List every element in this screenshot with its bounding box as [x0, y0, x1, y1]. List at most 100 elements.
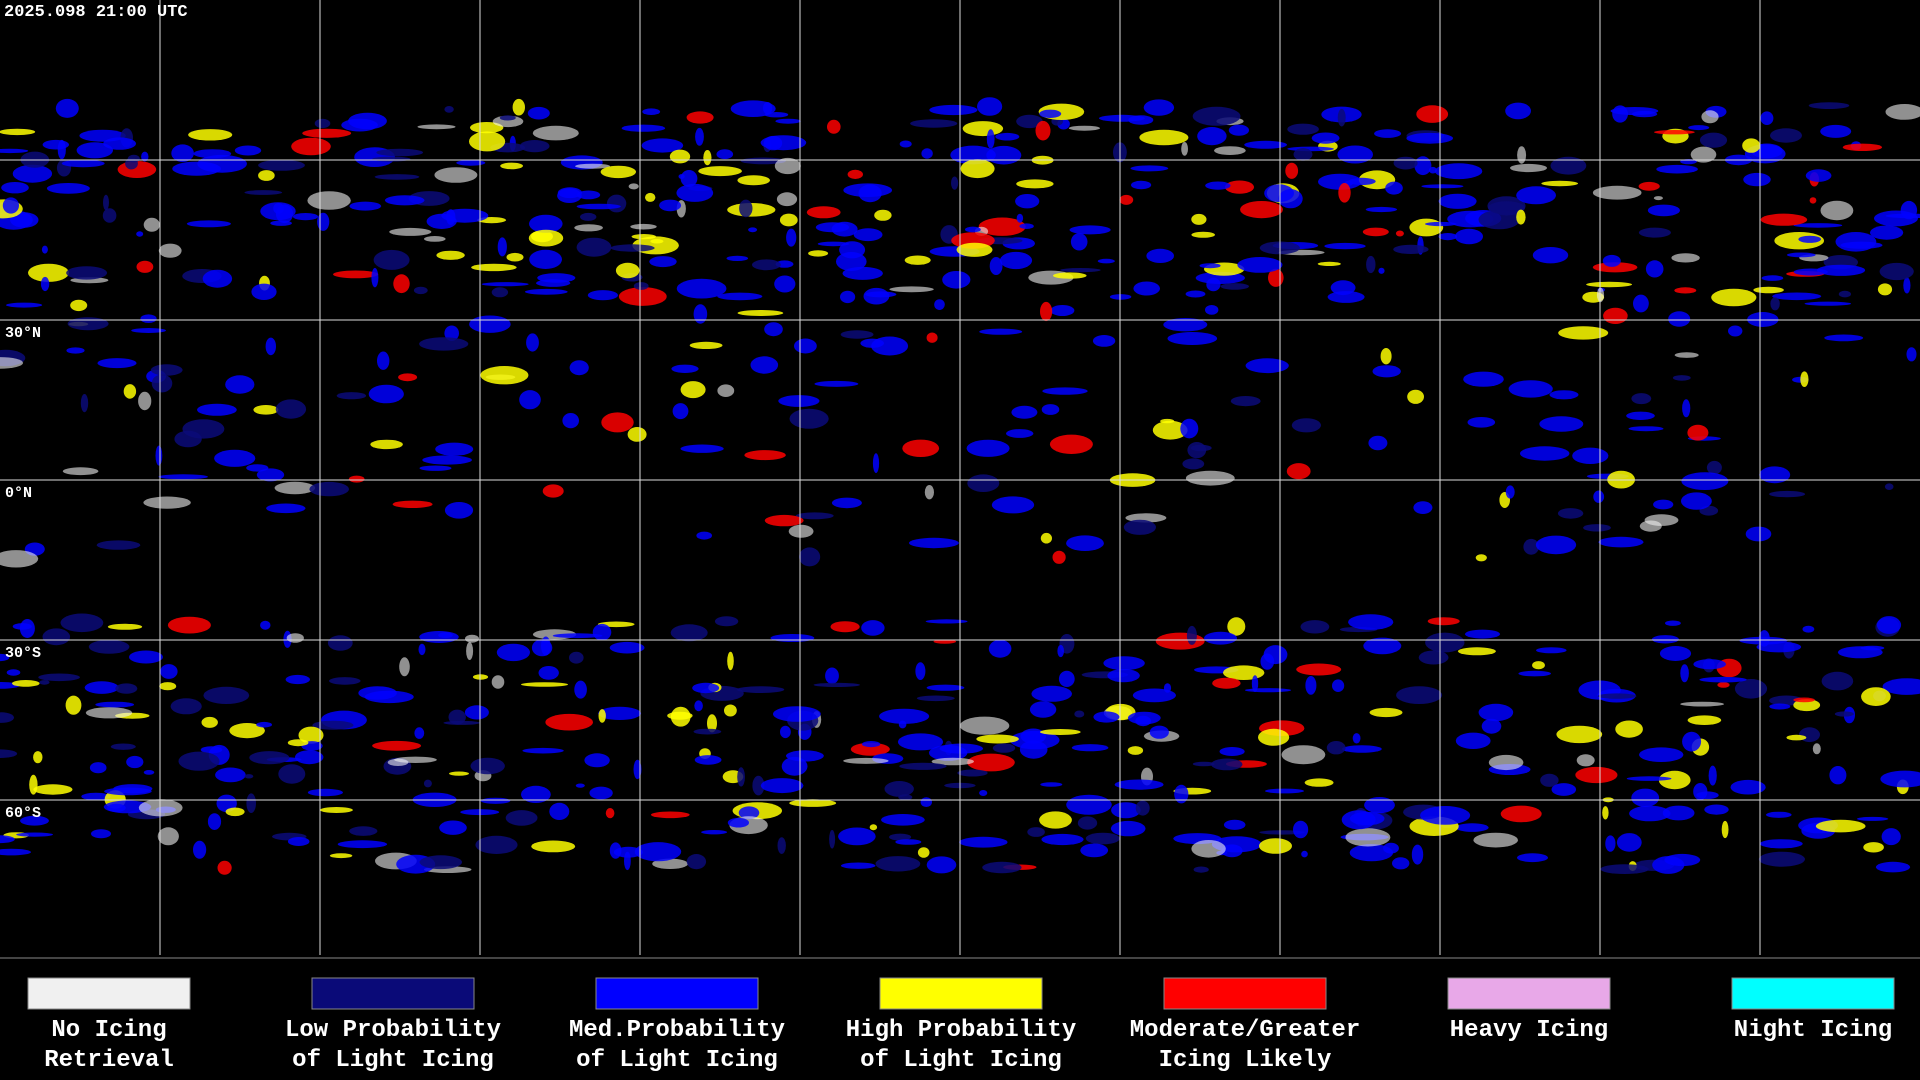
icing-patch: [188, 129, 233, 141]
icing-patch: [1068, 125, 1100, 131]
icing-patch: [1516, 209, 1526, 225]
icing-patch: [278, 764, 306, 784]
icing-patch: [1071, 744, 1109, 752]
icing-patch: [1230, 396, 1261, 407]
icing-patch: [1759, 839, 1803, 849]
icing-patch: [215, 767, 246, 783]
icing-patch: [418, 643, 426, 656]
icing-patch: [1769, 703, 1791, 710]
icing-patch: [229, 723, 265, 739]
icing-patch: [576, 237, 612, 257]
icing-patch: [1414, 156, 1432, 176]
icing-patch: [1758, 851, 1805, 867]
icing-patch: [466, 642, 474, 660]
legend-label: Med.Probability: [569, 1017, 785, 1044]
icing-patch: [1881, 828, 1901, 846]
icing-patch: [1187, 442, 1207, 459]
legend-label: Moderate/Greater: [1130, 1017, 1360, 1044]
icing-patch: [627, 427, 647, 442]
icing-patch: [1802, 625, 1815, 633]
icing-patch: [1488, 201, 1525, 215]
icing-patch: [933, 639, 957, 644]
icing-patch: [1804, 301, 1852, 306]
icing-patch: [1258, 728, 1290, 746]
icing-patch: [1903, 277, 1911, 294]
icing-patch: [642, 108, 661, 115]
icing-patch: [178, 751, 220, 771]
icing-patch: [1793, 268, 1828, 276]
icing-patch: [1074, 710, 1085, 718]
icing-patch: [1057, 644, 1064, 658]
icing-patch: [419, 855, 462, 870]
legend-label: Night Icing: [1734, 1017, 1892, 1044]
icing-patch: [1281, 745, 1326, 765]
icing-patch: [1834, 711, 1854, 717]
icing-patch: [129, 650, 163, 664]
icing-patch: [1647, 204, 1680, 217]
icing-patch: [1424, 221, 1457, 227]
icing-patch: [843, 757, 889, 764]
icing-patch: [776, 192, 798, 207]
icing-patch: [716, 149, 734, 160]
icing-patch: [1717, 682, 1730, 688]
icing-patch: [967, 474, 1000, 493]
icing-patch: [628, 183, 639, 190]
icing-patch: [399, 657, 410, 677]
icing-patch: [915, 662, 926, 680]
icing-patch: [609, 641, 645, 654]
icing-patch: [1205, 305, 1219, 315]
icing-patch: [1369, 707, 1403, 718]
icing-patch: [266, 503, 306, 514]
icing-patch: [500, 162, 523, 170]
icing-patch: [778, 395, 820, 407]
icing-patch: [1193, 866, 1209, 873]
icing-patch: [1326, 741, 1346, 755]
icing-patch: [1396, 686, 1443, 704]
icing-patch: [1597, 693, 1637, 699]
icing-patch: [1704, 804, 1729, 815]
icing-patch: [909, 537, 959, 549]
icing-patch: [575, 163, 611, 169]
icing-patch: [1363, 637, 1402, 655]
icing-patch: [246, 793, 256, 813]
icing-patch: [444, 325, 460, 341]
icing-patch: [1572, 447, 1609, 464]
icing-patch: [1815, 819, 1866, 833]
icing-patch: [764, 514, 804, 527]
icing-patch: [167, 616, 211, 634]
icing-patch: [737, 310, 784, 316]
icing-patch: [419, 631, 459, 643]
legend-label: Heavy Icing: [1450, 1017, 1608, 1044]
legend-label: Retrieval: [44, 1047, 174, 1074]
icing-patch: [815, 222, 850, 233]
icing-patch: [1305, 676, 1317, 695]
icing-patch: [1366, 255, 1376, 274]
icing-patch: [2, 197, 19, 214]
icing-patch: [1842, 143, 1883, 151]
icing-patch: [1409, 218, 1444, 237]
icing-patch: [256, 468, 285, 482]
icing-patch: [995, 132, 1020, 141]
icing-patch: [392, 500, 433, 508]
icing-patch: [1131, 180, 1152, 190]
icing-patch: [899, 762, 947, 770]
icing-patch: [1103, 656, 1145, 671]
icing-patch: [1304, 778, 1334, 787]
icing-patch: [615, 262, 640, 279]
icing-patch: [532, 125, 579, 141]
icing-patch: [1821, 671, 1854, 691]
icing-patch: [374, 174, 420, 180]
icing-patch: [1411, 844, 1424, 865]
icing-patch: [1455, 228, 1483, 245]
icing-patch: [1668, 311, 1691, 327]
icing-patch: [904, 255, 931, 265]
icing-patch: [960, 159, 995, 179]
icing-patch: [423, 779, 432, 788]
icing-patch: [1761, 275, 1784, 281]
icing-patch: [291, 137, 331, 156]
icing-patch: [760, 778, 804, 794]
icing-patch: [1337, 145, 1373, 164]
icing-patch: [727, 817, 750, 828]
icing-patch: [1674, 352, 1699, 358]
icing-patch: [1301, 850, 1308, 858]
